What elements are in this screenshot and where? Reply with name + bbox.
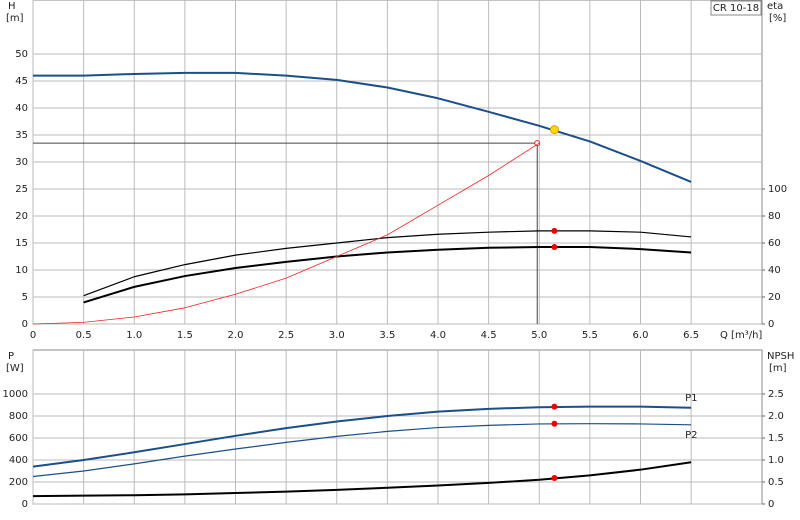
y-axis-unit: [W] — [6, 363, 24, 374]
series-line — [33, 71, 692, 183]
y2-axis-label: NPSH — [767, 351, 794, 362]
y2-tick-label: 40 — [768, 265, 781, 276]
y2-tick-label: 0 — [768, 499, 774, 510]
duty-point — [534, 140, 541, 147]
y2-tick-label: 60 — [768, 238, 781, 249]
x-tick-label: 0.5 — [76, 330, 92, 341]
y2-tick-label: 0 — [768, 319, 774, 330]
y-axis-label: P — [8, 351, 14, 362]
y2-tick-label: 100 — [768, 184, 787, 195]
operating-point — [551, 475, 558, 482]
y2-tick-label: 2.0 — [768, 411, 784, 422]
series-line — [32, 423, 692, 478]
y-axis-label: H — [8, 1, 16, 12]
x-tick-label: 1.5 — [177, 330, 193, 341]
series-line — [32, 142, 540, 325]
y-tick-label: 800 — [9, 411, 28, 422]
y2-tick-label: 1.0 — [768, 455, 784, 466]
y-tick-label: 30 — [15, 157, 28, 168]
operating-point — [551, 244, 558, 251]
series-line — [32, 461, 692, 498]
x-tick-label: 3.0 — [329, 330, 345, 341]
y-tick-label: 0 — [22, 499, 28, 510]
y-tick-label: 40 — [15, 103, 28, 114]
y-tick-label: 1000 — [3, 389, 28, 400]
operating-point — [551, 420, 558, 427]
y2-tick-label: 0.5 — [768, 477, 784, 488]
operating-point — [551, 403, 558, 410]
y-tick-label: 10 — [15, 265, 28, 276]
x-tick-label: 3.5 — [379, 330, 395, 341]
x-tick-label: 1.0 — [126, 330, 142, 341]
y2-tick-label: 20 — [768, 292, 781, 303]
y-tick-label: 25 — [15, 184, 28, 195]
y2-tick-label: 1.5 — [768, 433, 784, 444]
operating-point — [549, 125, 559, 135]
x-tick-label: 6.0 — [633, 330, 649, 341]
series-line — [32, 405, 692, 468]
y-tick-label: 400 — [9, 455, 28, 466]
y2-axis-unit: [m] — [769, 363, 787, 374]
y-tick-label: 15 — [15, 238, 28, 249]
x-tick-label: 6.5 — [683, 330, 699, 341]
plot-frame — [32, 349, 763, 505]
operating-point — [551, 227, 558, 234]
series-line — [83, 246, 692, 304]
y2-axis-label: eta — [767, 1, 783, 12]
legend-label: P2 — [685, 430, 697, 441]
y-tick-label: 20 — [15, 211, 28, 222]
y-tick-label: 5 — [22, 292, 28, 303]
y-tick-label: 45 — [15, 76, 28, 87]
x-tick-label: 5.0 — [531, 330, 547, 341]
x-tick-label: 2.0 — [228, 330, 244, 341]
y-tick-label: 0 — [22, 319, 28, 330]
y-axis-unit: [m] — [6, 13, 24, 24]
y-tick-label: 35 — [15, 130, 28, 141]
x-tick-label: 4.0 — [430, 330, 446, 341]
x-tick-label: 5.5 — [582, 330, 598, 341]
y-tick-label: 600 — [9, 433, 28, 444]
y-tick-label: 50 — [15, 49, 28, 60]
x-axis-label: Q [m³/h] — [720, 330, 762, 341]
y2-tick-label: 2.5 — [768, 389, 784, 400]
x-tick-label: 0 — [30, 330, 36, 341]
x-tick-label: 2.5 — [278, 330, 294, 341]
legend-label: P1 — [685, 393, 697, 404]
tag: CR 10-18 — [713, 3, 759, 14]
y-tick-label: 200 — [9, 477, 28, 488]
y2-tick-label: 80 — [768, 211, 781, 222]
series-line — [83, 230, 692, 297]
x-tick-label: 4.5 — [481, 330, 497, 341]
y2-axis-unit: [%] — [769, 13, 786, 24]
tag-box — [710, 0, 762, 16]
